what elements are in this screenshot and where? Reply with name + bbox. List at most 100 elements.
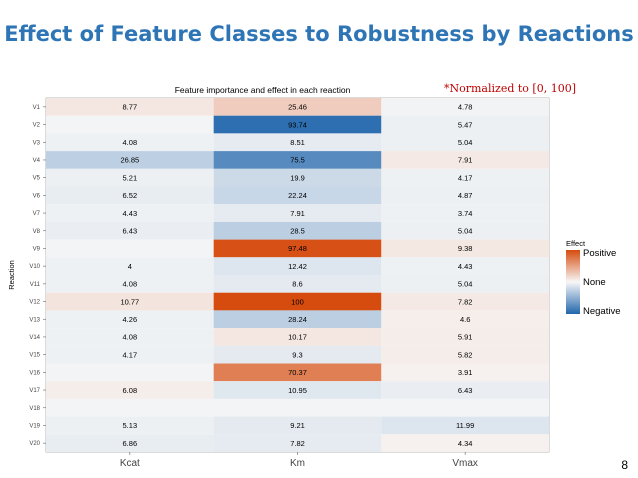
heatmap-cell xyxy=(46,257,214,275)
effect-legend: Effect Positive None Negative xyxy=(566,239,621,317)
row-tick-label: V16 xyxy=(29,370,40,376)
cell-value-label: 9.21 xyxy=(290,421,305,430)
cell-value-label: 4 xyxy=(128,262,132,271)
column-tick-labels: Kcat Km Vmax xyxy=(120,452,478,469)
cell-value-label: 28.5 xyxy=(290,226,305,235)
heatmap-cell xyxy=(381,168,549,187)
cell-value-label: 6.86 xyxy=(123,439,138,448)
row-tick-label: V8 xyxy=(33,229,41,235)
cell-value-label: 6.52 xyxy=(123,191,138,200)
cell-value-label: 10.17 xyxy=(288,333,307,342)
column-tick-label: Km xyxy=(290,458,305,469)
row-tick-label: V10 xyxy=(29,264,40,270)
cell-value-label: 7.82 xyxy=(290,439,305,448)
cell-value-label: 4.17 xyxy=(123,350,138,359)
heatmap-cell xyxy=(381,363,549,382)
cell-value-label: 97.48 xyxy=(288,244,307,253)
heatmap-cell xyxy=(381,345,549,364)
cell-value-label: 4.17 xyxy=(458,173,473,182)
heatmap-cell xyxy=(213,221,382,240)
cell-value-label: 5.91 xyxy=(458,333,473,342)
row-tick-label: V17 xyxy=(29,388,40,394)
row-tick-label: V19 xyxy=(29,423,40,429)
row-tick-label: V20 xyxy=(29,441,40,447)
heatmap-cell xyxy=(381,275,549,293)
heatmap-cell xyxy=(46,168,214,187)
cell-value-label: 11.99 xyxy=(456,421,474,430)
heatmap-cell xyxy=(381,257,549,275)
heatmap-cell xyxy=(46,275,214,293)
cell-value-label: 5.21 xyxy=(123,173,138,182)
cell-value-label: 6.43 xyxy=(123,226,138,235)
row-tick-label: V9 xyxy=(33,246,41,252)
chart-title: Feature importance and effect in each re… xyxy=(175,85,351,95)
row-tick-label: V12 xyxy=(29,300,40,306)
cell-value-label: 4.87 xyxy=(458,191,473,200)
heatmap-cell xyxy=(46,398,214,417)
cell-value-label: 4.34 xyxy=(458,439,473,448)
cell-value-label: 4.78 xyxy=(458,103,473,112)
row-tick-label: V4 xyxy=(33,158,41,164)
heatmap-cell xyxy=(381,186,549,205)
heatmap-cell xyxy=(381,398,549,417)
heatmap-cell xyxy=(381,115,549,134)
page-number: 8 xyxy=(621,458,628,472)
row-tick-label: V3 xyxy=(33,140,41,146)
heatmap-cell xyxy=(46,133,214,152)
cell-value-label: 7.91 xyxy=(290,209,305,218)
heatmap-cell xyxy=(381,292,549,311)
heatmap-cell xyxy=(213,328,382,346)
heatmap-cell xyxy=(213,133,382,152)
row-tick-label: V11 xyxy=(30,282,41,288)
cell-value-label: 4.43 xyxy=(458,262,473,271)
cell-value-label: 3.91 xyxy=(458,368,473,377)
heatmap-cell xyxy=(381,133,549,152)
legend-color-bar xyxy=(566,250,580,314)
heatmap-cell xyxy=(213,257,382,275)
cell-value-label: 100 xyxy=(291,297,304,306)
heatmap-cell xyxy=(381,204,549,222)
row-tick-label: V6 xyxy=(33,193,41,199)
row-tick-label: V5 xyxy=(33,176,41,182)
legend-entry: None xyxy=(583,277,606,288)
column-tick-label: Kcat xyxy=(120,458,140,469)
row-tick-label: V7 xyxy=(33,211,41,217)
cell-value-label: 10.77 xyxy=(120,297,139,306)
heatmap-cell xyxy=(381,381,549,399)
cell-value-label: 4.08 xyxy=(123,280,138,289)
legend-title: Effect xyxy=(566,239,586,248)
heatmap-cell xyxy=(46,363,214,382)
cell-value-label: 12.42 xyxy=(288,262,307,271)
heatmap-cell xyxy=(213,98,382,116)
heatmap-cell xyxy=(213,381,382,399)
heatmap-cell xyxy=(46,115,214,134)
cell-value-label: 9.3 xyxy=(292,350,302,359)
cell-value-label: 6.43 xyxy=(458,386,473,395)
heatmap-cell xyxy=(46,416,214,435)
heatmap-cell xyxy=(46,310,214,329)
heatmap-cell xyxy=(213,275,382,293)
cell-value-label: 8.51 xyxy=(290,138,305,147)
heatmap-cell xyxy=(213,416,382,435)
cell-value-label: 4.08 xyxy=(123,333,138,342)
cell-value-label: 5.04 xyxy=(458,138,473,147)
cell-value-label: 26.85 xyxy=(120,156,139,165)
cell-value-label: 22.24 xyxy=(288,191,307,200)
legend-entry: Negative xyxy=(583,306,621,317)
heatmap-cell xyxy=(213,186,382,205)
heatmap-cell xyxy=(213,363,382,382)
heatmap-cell xyxy=(213,204,382,222)
heatmap-cell xyxy=(46,434,214,452)
normalization-note: *Normalized to [0, 100] xyxy=(444,82,576,95)
cell-value-label: 5.04 xyxy=(458,226,473,235)
heatmap-cell xyxy=(46,151,214,169)
cell-value-label: 5.47 xyxy=(458,120,473,129)
heatmap-cell xyxy=(213,239,382,258)
column-tick-label: Vmax xyxy=(452,458,478,469)
row-tick-labels: V1 V2 V3 V4 V5 V6 V7 V8 V9 V10 V11 V12 V13 V14 V15 V16 V… xyxy=(29,105,46,447)
legend-entry: Positive xyxy=(583,248,616,259)
heatmap-cell xyxy=(213,168,382,187)
heatmap-cell xyxy=(46,328,214,346)
cell-value-label: 7.91 xyxy=(458,156,473,165)
cell-value-label: 5.82 xyxy=(458,350,473,359)
